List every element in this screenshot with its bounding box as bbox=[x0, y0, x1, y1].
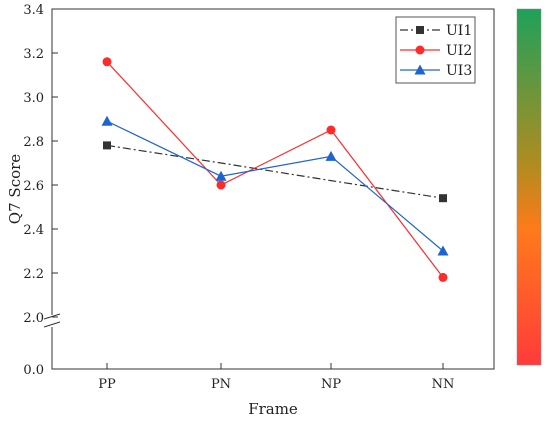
x-tick-label: PN bbox=[211, 377, 231, 392]
series-ui1 bbox=[103, 141, 447, 203]
y-tick-label: 2.8 bbox=[23, 135, 44, 150]
colorbar bbox=[516, 8, 542, 366]
legend-marker-ui2 bbox=[415, 45, 425, 55]
legend-label-ui1: UI1 bbox=[446, 23, 472, 39]
legend-marker-ui3 bbox=[414, 64, 426, 75]
y-axis-ticks: 2.0 2.2 2.4 2.6 2.8 3.0 3.2 3.4 0.0 bbox=[23, 3, 58, 378]
legend-label-ui2: UI2 bbox=[446, 43, 472, 59]
series-ui2 bbox=[102, 57, 448, 282]
x-axis-title: Frame bbox=[248, 400, 298, 418]
y-tick-label: 2.2 bbox=[23, 267, 44, 282]
series-line-ui1 bbox=[106, 144, 444, 199]
y-tick-label: 2.0 bbox=[23, 311, 44, 326]
legend-label-ui3: UI3 bbox=[446, 63, 472, 79]
data-point-ui2 bbox=[102, 57, 112, 67]
x-axis-ticks: PP PN NP NN bbox=[98, 363, 454, 392]
legend-marker-ui1 bbox=[416, 26, 424, 34]
data-point-ui1 bbox=[103, 141, 111, 150]
data-point-ui3 bbox=[215, 170, 227, 181]
data-point-ui2 bbox=[326, 125, 336, 135]
y-tick-label: 2.6 bbox=[23, 179, 44, 194]
x-tick-label: PP bbox=[98, 377, 116, 392]
y-axis-title: Q7 Score bbox=[6, 154, 24, 224]
y-tick-label: 0.0 bbox=[23, 363, 44, 378]
x-tick-label: NP bbox=[321, 377, 341, 392]
series-line-ui3 bbox=[106, 120, 444, 252]
data-point-ui3 bbox=[101, 115, 113, 126]
data-point-ui3 bbox=[437, 245, 449, 256]
y-tick-label: 2.4 bbox=[23, 223, 44, 238]
data-point-ui3 bbox=[325, 150, 337, 161]
series-line-ui2 bbox=[106, 61, 444, 278]
data-point-ui2 bbox=[216, 180, 226, 190]
y-tick-label: 3.4 bbox=[23, 3, 44, 18]
series-ui3 bbox=[101, 115, 449, 256]
data-point-ui1 bbox=[439, 194, 447, 203]
series-layer bbox=[101, 57, 449, 282]
plot-frame bbox=[51, 8, 495, 370]
x-tick-label: NN bbox=[432, 377, 455, 392]
axis-break-mark-bottom bbox=[43, 321, 61, 328]
y-tick-label: 3.0 bbox=[23, 91, 44, 106]
legend: UI1 UI2 UI3 bbox=[395, 16, 476, 84]
y-tick-label: 3.2 bbox=[23, 47, 44, 62]
data-point-ui2 bbox=[438, 272, 448, 282]
